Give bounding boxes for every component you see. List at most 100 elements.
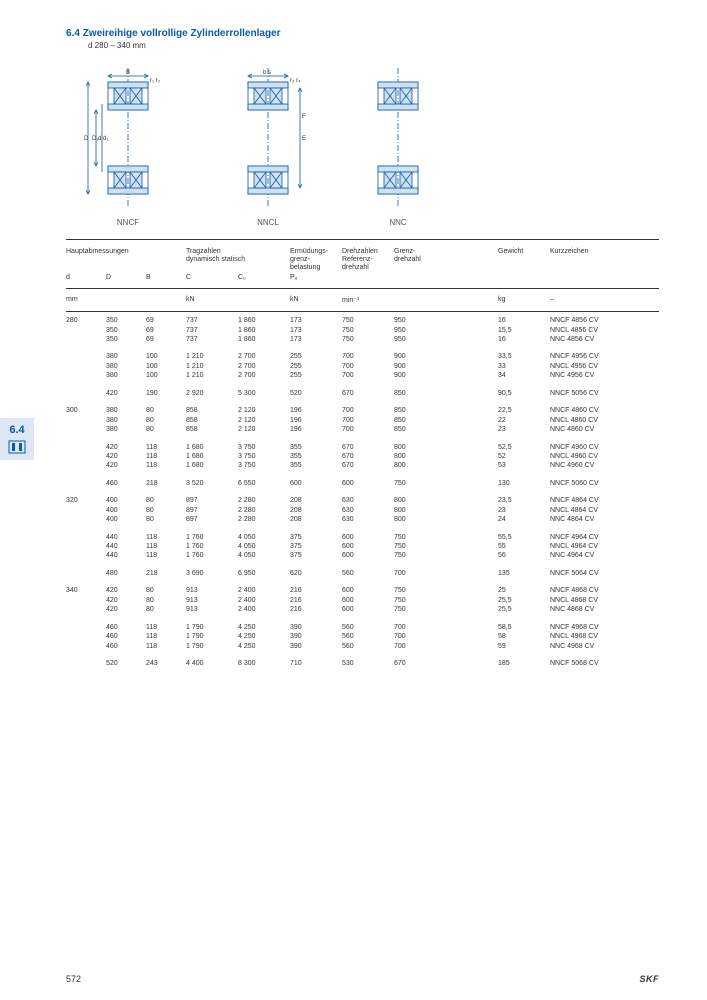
table-cell: 440: [106, 533, 146, 542]
table-cell: 400: [106, 506, 146, 515]
table-cell: 420: [106, 596, 146, 605]
table-cell: [66, 551, 106, 560]
table-cell: [66, 596, 106, 605]
table-cell: [446, 406, 498, 415]
table-cell: 355: [290, 461, 342, 470]
table-cell: 460: [106, 623, 146, 632]
table-cell: 420: [106, 461, 146, 470]
table-cell: 3 750: [238, 443, 290, 452]
table-cell: 2 280: [238, 496, 290, 505]
table-cell: 185: [498, 659, 550, 668]
table-cell: 700: [342, 425, 394, 434]
diagram-label-nncf: NNCF: [117, 218, 139, 227]
table-cell: 420: [106, 586, 146, 595]
table-cell: NNCF 4856 CV: [550, 316, 610, 325]
col-d: d: [66, 274, 106, 281]
table-row: 350697371 86017375095015,5NNCL 4856 CV: [66, 326, 659, 335]
table-group: 4201181 6803 75035567080052,5NNCF 4960 C…: [66, 443, 659, 471]
table-cell: 2 280: [238, 515, 290, 524]
table-cell: 1 860: [238, 335, 290, 344]
table-cell: 900: [394, 352, 446, 361]
col-Pu: Pᵤ: [290, 274, 342, 281]
table-group: 320400808972 28020863080023,5NNCF 4864 C…: [66, 496, 659, 524]
svg-text:r₁ r₂: r₁ r₂: [150, 78, 161, 84]
diagram-nncf: D D₁ d d₁ B r₁ r₂ NNCF: [78, 68, 178, 227]
table-cell: 25: [498, 586, 550, 595]
table-cell: 858: [186, 406, 238, 415]
table-cell: 5 300: [238, 389, 290, 398]
col-B: B: [146, 274, 186, 281]
table-cell: 850: [394, 389, 446, 398]
table-cell: [66, 623, 106, 632]
bearing-diagrams: D D₁ d d₁ B r₁ r₂ NNCF: [78, 68, 659, 227]
page-title: 6.4 Zweireihige vollrollige Zylinderroll…: [66, 28, 659, 39]
table-cell: 80: [146, 425, 186, 434]
table-cell: 59: [498, 642, 550, 651]
table-cell: 100: [146, 362, 186, 371]
table-cell: 190: [146, 389, 186, 398]
table-cell: [446, 596, 498, 605]
table-row: 3801001 2102 70025570090033,5NNCF 4956 C…: [66, 352, 659, 361]
table-group: 280350697371 86017375095016NNCF 4856 CV3…: [66, 316, 659, 344]
table-cell: 4 250: [238, 642, 290, 651]
table-cell: 216: [290, 596, 342, 605]
table-cell: 913: [186, 596, 238, 605]
table-cell: 243: [146, 659, 186, 668]
table-cell: 3 520: [186, 479, 238, 488]
table-cell: NNCF 5064 CV: [550, 569, 610, 578]
table-cell: 460: [106, 632, 146, 641]
table-cell: 350: [106, 316, 146, 325]
table-row: 4201181 6803 75035567080053NNC 4960 CV: [66, 461, 659, 470]
table-cell: 750: [342, 335, 394, 344]
col-dimensions: Hauptabmessungen: [66, 248, 186, 272]
table-row: 3801001 2102 70025570090034NNC 4956 CV: [66, 371, 659, 380]
table-cell: 350: [106, 335, 146, 344]
table-cell: 900: [394, 371, 446, 380]
table-cell: NNCF 4968 CV: [550, 623, 610, 632]
table-row: 280350697371 86017375095016NNCF 4856 CV: [66, 316, 659, 325]
table-cell: 380: [106, 371, 146, 380]
table-cell: NNC 4956 CV: [550, 371, 610, 380]
table-cell: 58,5: [498, 623, 550, 632]
table-cell: 173: [290, 326, 342, 335]
diagram-nnc: NNC: [358, 68, 438, 227]
table-cell: [66, 389, 106, 398]
table-cell: [446, 371, 498, 380]
table-cell: 208: [290, 496, 342, 505]
table-cell: 80: [146, 416, 186, 425]
table-group: 300380808582 12019670085022,5NNCF 4860 C…: [66, 406, 659, 434]
table-cell: [66, 352, 106, 361]
table-cell: 950: [394, 326, 446, 335]
table-cell: [446, 389, 498, 398]
table-cell: 4 400: [186, 659, 238, 668]
table-cell: [66, 515, 106, 524]
table-cell: NNCL 4960 CV: [550, 452, 610, 461]
table-cell: 750: [394, 542, 446, 551]
table-cell: 2 120: [238, 425, 290, 434]
table-cell: 737: [186, 326, 238, 335]
table-cell: 4 250: [238, 623, 290, 632]
table-cell: 1 210: [186, 352, 238, 361]
table-cell: 118: [146, 642, 186, 651]
table-cell: 3 750: [238, 461, 290, 470]
section-tab-number: 6.4: [9, 424, 24, 436]
table-cell: 25,5: [498, 605, 550, 614]
table-cell: [446, 515, 498, 524]
col-fatigue: Ermüdungs- grenz- belastung: [290, 248, 342, 272]
table-cell: 1 790: [186, 632, 238, 641]
table-cell: [66, 326, 106, 335]
table-cell: 2 700: [238, 362, 290, 371]
table-cell: 460: [106, 479, 146, 488]
table-cell: 380: [106, 425, 146, 434]
table-cell: 710: [290, 659, 342, 668]
table-cell: NNCF 4868 CV: [550, 586, 610, 595]
table-cell: 520: [290, 389, 342, 398]
table-cell: NNCF 5056 CV: [550, 389, 610, 398]
table-cell: 750: [394, 605, 446, 614]
table-cell: 380: [106, 406, 146, 415]
table-cell: 1 680: [186, 443, 238, 452]
table-cell: [446, 533, 498, 542]
table-cell: 600: [342, 605, 394, 614]
table-row: 4401181 7604 05037560075055NNCL 4964 CV: [66, 542, 659, 551]
page-footer: 572 SKF: [66, 974, 659, 984]
